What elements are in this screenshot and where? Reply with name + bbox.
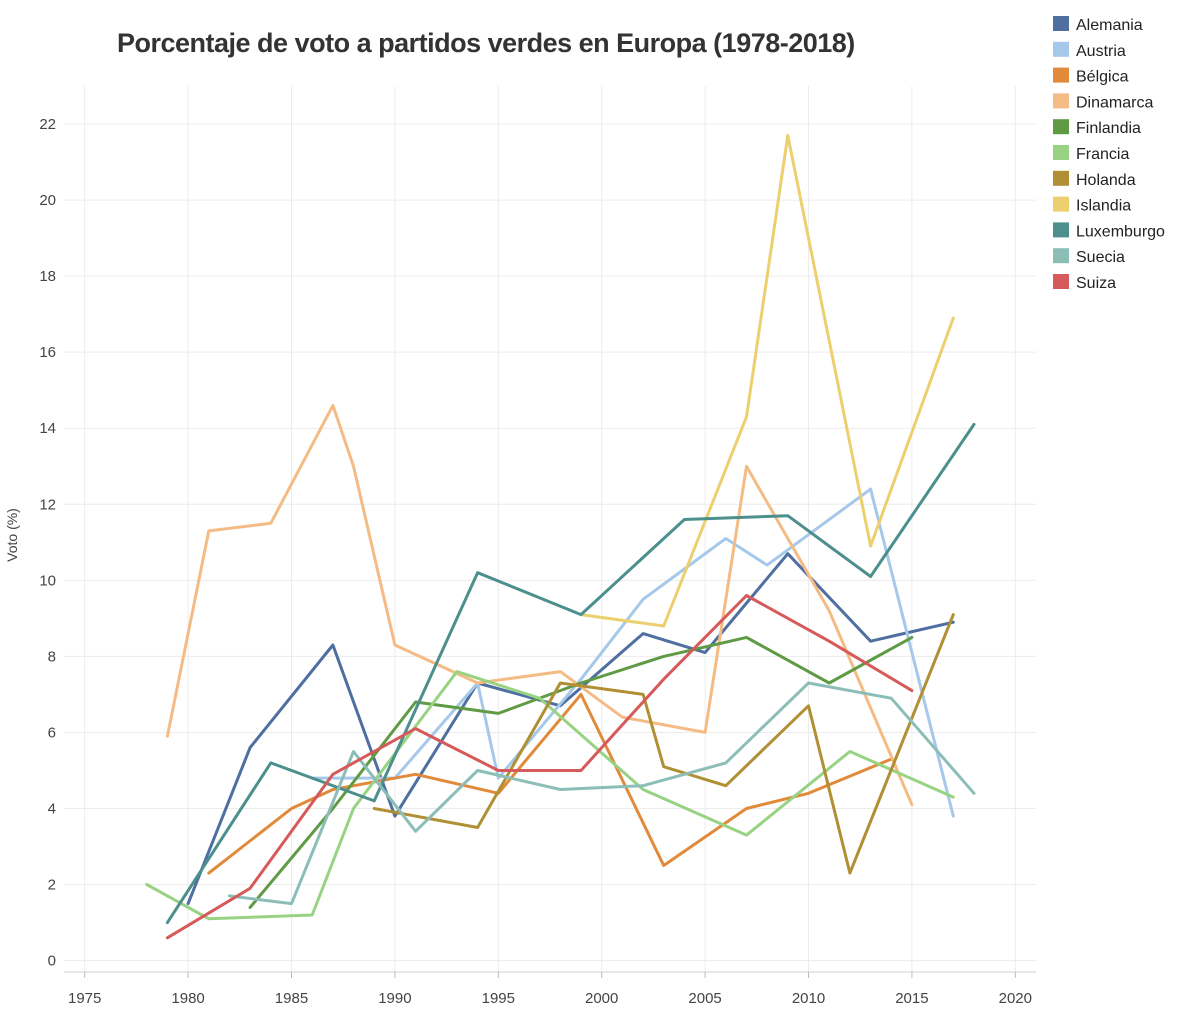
series-line-islandia [579,133,955,628]
legend-label: Holanda [1076,172,1136,189]
legend-swatch [1053,170,1069,186]
y-tick-label: 16 [39,344,56,361]
series-line-austria [310,487,955,818]
y-axis-label: Voto (%) [4,508,20,562]
legend-swatch [1053,119,1069,135]
y-tick-label: 14 [39,420,56,437]
x-tick-label: 2020 [999,990,1032,1007]
y-tick-label: 8 [48,648,56,665]
series-line-francia [145,670,955,921]
legend-label: Bélgica [1076,69,1129,86]
x-tick-label: 1990 [378,990,411,1007]
series-line-suiza [165,594,914,940]
legend-swatch [1053,41,1069,57]
y-tick-label: 6 [48,724,56,741]
x-tick-label: 2010 [792,990,825,1007]
legend-swatch [1053,93,1069,109]
legend-label: Luxemburgo [1076,223,1165,240]
y-tick-label: 12 [39,496,56,513]
legend-label: Suiza [1076,275,1116,292]
y-tick-label: 18 [39,268,56,285]
series-line-holanda [372,613,955,875]
x-tick-label: 2000 [585,990,618,1007]
series-line-luxemburgo [165,422,976,925]
y-tick-label: 22 [39,116,56,133]
legend-label: Suecia [1076,249,1125,266]
legend-swatch [1053,16,1069,31]
y-tick-label: 20 [39,192,56,209]
legend-swatch [1053,248,1069,264]
series-lines [145,133,976,940]
y-tick-label: 2 [48,877,56,894]
x-tick-label: 1985 [275,990,308,1007]
axes: 1975 1980 1985 1990 1995 2000 2005 2010 2015 2020… [39,116,1036,1007]
legend-swatch [1053,67,1069,83]
legend-label: Austria [1076,43,1126,60]
legend-label: Finlandia [1076,120,1141,137]
legend-swatch [1053,274,1069,289]
legend-label: Dinamarca [1076,94,1153,111]
legend-swatch [1053,196,1069,212]
series-line-finlandia [248,635,914,909]
series-line-alemania [186,552,955,906]
y-tick-label: 10 [39,572,56,589]
x-tick-label: 2015 [895,990,928,1007]
legend-swatch [1053,222,1069,238]
series-line-dinamarca [165,403,914,807]
y-tick-label: 4 [48,800,56,817]
grid [64,86,1036,972]
x-tick-label: 1975 [68,990,101,1007]
legend: Alemania Austria Bélgica Dinamarca Finlandia… [1053,16,1165,292]
legend-label: Islandia [1076,198,1131,215]
series-line-suecia [227,681,976,906]
y-tick-label: 0 [48,953,56,970]
series-line-bélgica [207,692,893,875]
legend-swatch [1053,145,1069,160]
x-tick-label: 2005 [688,990,721,1007]
x-tick-label: 1995 [482,990,515,1007]
legend-label: Alemania [1076,17,1143,34]
legend-label: Francia [1076,146,1129,163]
x-tick-label: 1980 [171,990,204,1007]
chart-title: Porcentaje de voto a partidos verdes en … [117,28,855,58]
